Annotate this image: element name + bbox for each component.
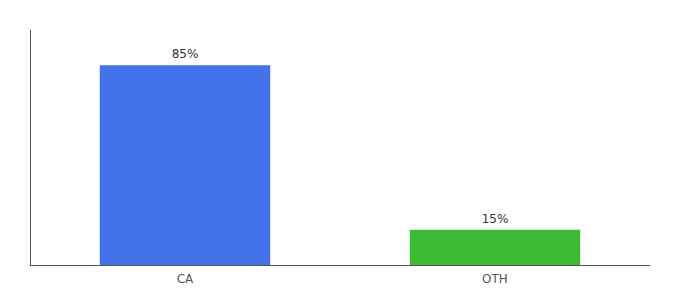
- svg-text:15%: 15%: [482, 212, 509, 226]
- svg-text:CA: CA: [177, 272, 194, 286]
- svg-text:85%: 85%: [172, 47, 199, 61]
- svg-text:OTH: OTH: [482, 272, 508, 286]
